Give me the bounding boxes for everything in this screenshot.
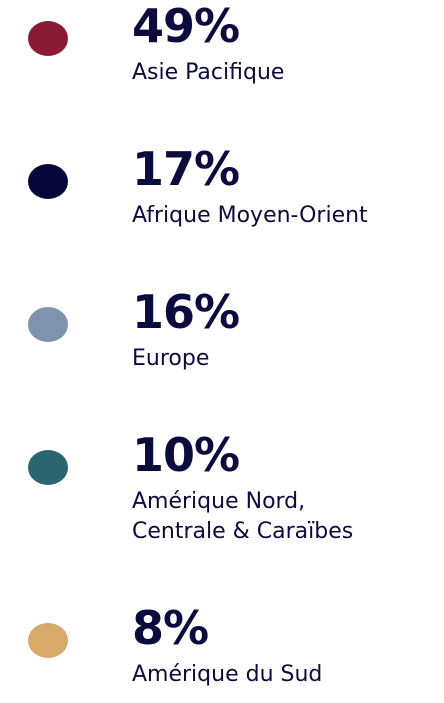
percentage: 10% — [132, 428, 240, 482]
color-dot — [28, 164, 68, 199]
label-line: Centrale & Caraïbes — [132, 519, 354, 544]
label-line: Amérique du Sud — [132, 662, 323, 687]
region-label: Amérique du Sud — [132, 660, 322, 690]
color-dot — [28, 307, 68, 342]
color-dot — [28, 623, 68, 658]
region-label: Amérique Nord, Centrale & Caraïbes — [132, 487, 353, 547]
legend-item: 17% Afrique Moyen-Orient — [0, 145, 444, 231]
label-line: Afrique Moyen-Orient — [132, 203, 368, 228]
percentage: 17% — [132, 142, 240, 196]
percentage: 49% — [132, 0, 240, 53]
label-line: Amérique Nord, — [132, 489, 306, 514]
color-dot — [28, 21, 68, 56]
label-line: Asie Pacifique — [132, 60, 285, 85]
legend-item: 10% Amérique Nord, Centrale & Caraïbes — [0, 431, 444, 547]
region-label: Asie Pacifique — [132, 58, 284, 88]
item-text: 49% Asie Pacifique — [132, 2, 284, 88]
legend-item: 49% Asie Pacifique — [0, 2, 444, 88]
region-label: Europe — [132, 344, 239, 374]
percentage: 8% — [132, 601, 209, 655]
item-text: 17% Afrique Moyen-Orient — [132, 145, 368, 231]
item-text: 16% Europe — [132, 285, 240, 374]
label-line: Europe — [132, 346, 210, 371]
item-text: 10% Amérique Nord, Centrale & Caraïbes — [132, 431, 353, 547]
legend-item: 16% Europe — [0, 288, 444, 374]
region-label: Afrique Moyen-Orient — [132, 201, 368, 231]
percentage: 16% — [132, 285, 240, 339]
legend-item: 8% Amérique du Sud — [0, 604, 444, 690]
item-text: 8% Amérique du Sud — [132, 604, 322, 690]
color-dot — [28, 450, 68, 485]
